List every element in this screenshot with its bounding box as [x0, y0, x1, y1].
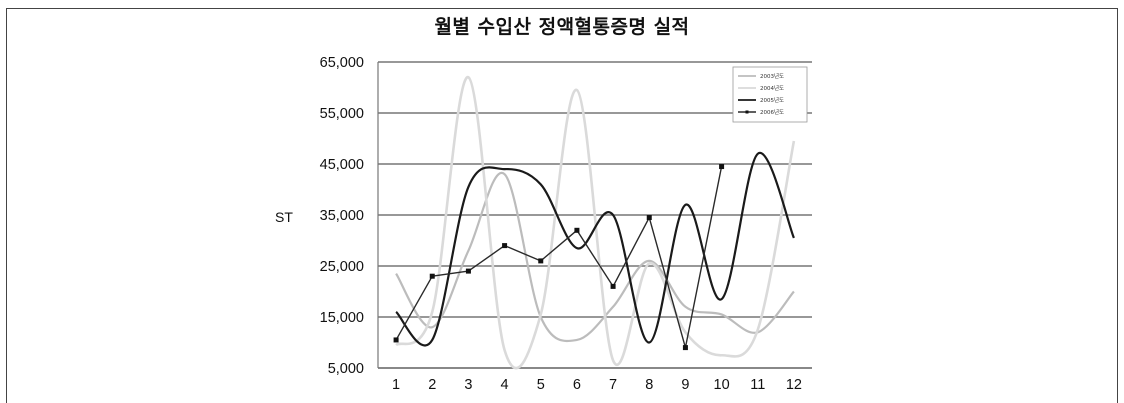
y-tick-label: 55,000 [320, 106, 364, 122]
x-tick-label: 6 [573, 377, 581, 393]
legend-label: 2003년도 [760, 72, 784, 80]
y-tick-label: 25,000 [320, 259, 364, 275]
series-line [395, 166, 723, 349]
data-point [719, 164, 725, 170]
chart-title: 월별 수입산 정액혈통증명 실적 [434, 16, 690, 38]
x-tick-label: 10 [714, 377, 730, 393]
data-point [538, 258, 544, 264]
series-line [395, 152, 795, 347]
x-tick-label: 2 [428, 377, 436, 393]
data-point [429, 273, 435, 279]
legend: 2003년도 2004년도 2005년도 2006년도 [732, 66, 808, 123]
y-axis-label: ST [275, 209, 293, 225]
x-tick-label: 5 [537, 377, 545, 393]
data-point [465, 268, 471, 274]
data-point [682, 345, 688, 351]
x-tick-label: 1 [392, 377, 400, 393]
data-point [393, 337, 399, 343]
x-tick-label: 8 [645, 377, 653, 393]
x-tick-label: 3 [464, 377, 472, 393]
series-line [395, 75, 796, 370]
series-line [395, 171, 795, 343]
data-point [502, 243, 508, 249]
x-tick-label: 12 [786, 377, 802, 393]
x-tick-label: 11 [750, 377, 765, 393]
chart-frame [6, 8, 1118, 403]
y-tick-label: 45,000 [320, 157, 364, 173]
y-tick-label: 5,000 [328, 361, 364, 377]
y-tick-label: 65,000 [320, 55, 364, 71]
y-tick-label: 15,000 [320, 310, 364, 326]
data-point [610, 283, 616, 289]
data-point [574, 227, 580, 233]
legend-label: 2005년도 [760, 96, 784, 104]
x-tick-label: 4 [501, 377, 509, 393]
legend-label: 2004년도 [760, 84, 784, 92]
x-tick-label: 7 [609, 377, 617, 393]
legend-label: 2006년도 [760, 108, 784, 116]
y-tick-label: 35,000 [320, 208, 364, 224]
x-tick-label: 9 [681, 377, 689, 393]
data-point [646, 215, 652, 221]
legend-marker [745, 110, 749, 114]
